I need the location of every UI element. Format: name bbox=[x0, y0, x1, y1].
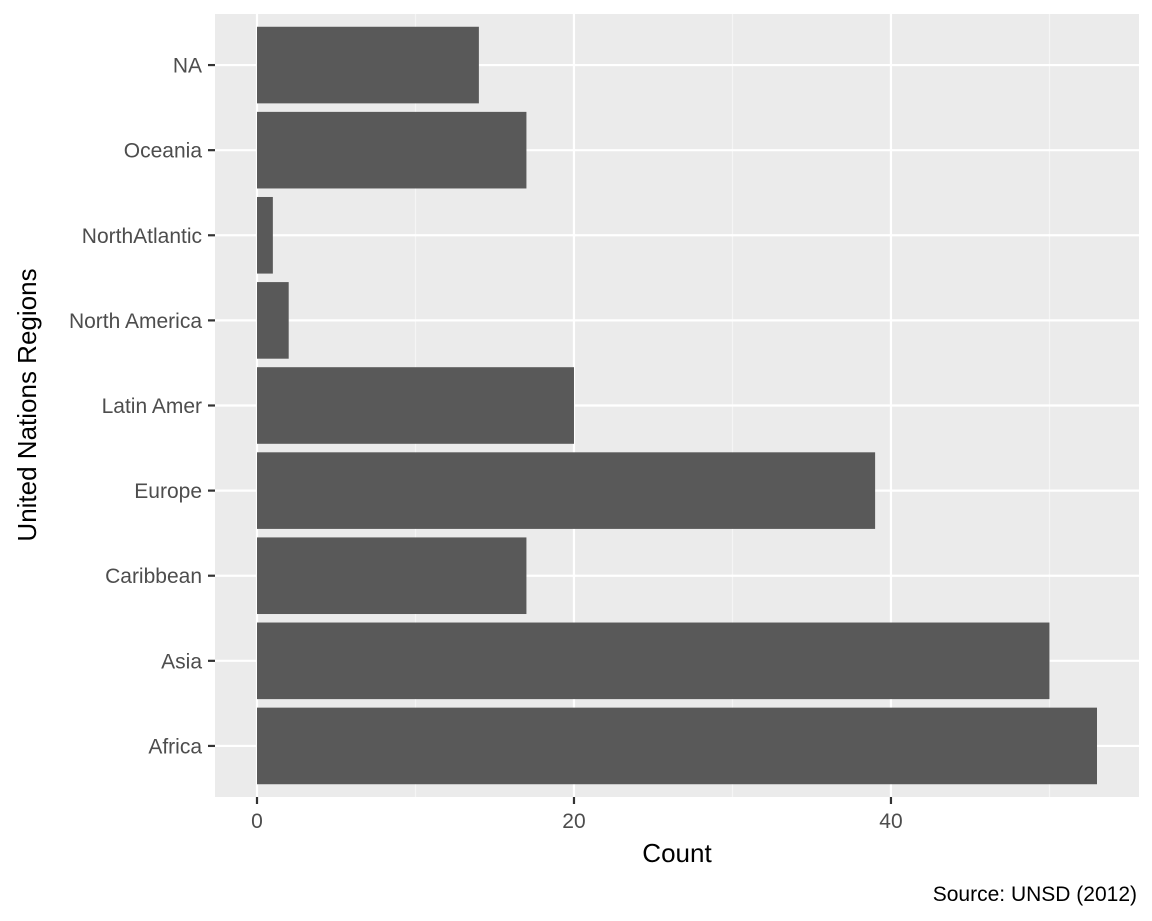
x-tick-label: 0 bbox=[251, 810, 263, 833]
bar-na bbox=[257, 26, 479, 104]
y-tick-label: Oceania bbox=[124, 140, 203, 163]
bar-northatlantic bbox=[257, 196, 273, 274]
bar-north-america bbox=[257, 282, 289, 359]
y-tick-label: Asia bbox=[161, 650, 202, 673]
bar-caribbean bbox=[257, 537, 527, 615]
x-tick-label: 40 bbox=[879, 810, 902, 833]
y-tick-label: Latin Amer bbox=[102, 395, 202, 418]
x-axis: 0 20 40 bbox=[251, 797, 903, 833]
bar-latin-amer bbox=[257, 367, 574, 444]
y-tick-label: Caribbean bbox=[105, 565, 202, 588]
bar-oceania bbox=[257, 111, 527, 189]
y-axis: Africa Asia Caribbean Europe Latin Amer North… bbox=[69, 55, 215, 758]
x-tick-label: 20 bbox=[562, 810, 585, 833]
x-axis-title: Count bbox=[642, 838, 712, 868]
bar-asia bbox=[257, 622, 1050, 700]
y-tick-label: North America bbox=[69, 310, 202, 333]
y-tick-label: Europe bbox=[134, 480, 202, 503]
y-tick-label: Africa bbox=[148, 735, 202, 758]
y-axis-title: United Nations Regions bbox=[12, 268, 42, 541]
y-tick-label: NA bbox=[173, 55, 202, 78]
caption: Source: UNSD (2012) bbox=[933, 883, 1137, 906]
y-tick-label: NorthAtlantic bbox=[82, 225, 202, 248]
bars bbox=[257, 26, 1097, 785]
bar-europe bbox=[257, 452, 876, 529]
bar-africa bbox=[257, 707, 1097, 785]
